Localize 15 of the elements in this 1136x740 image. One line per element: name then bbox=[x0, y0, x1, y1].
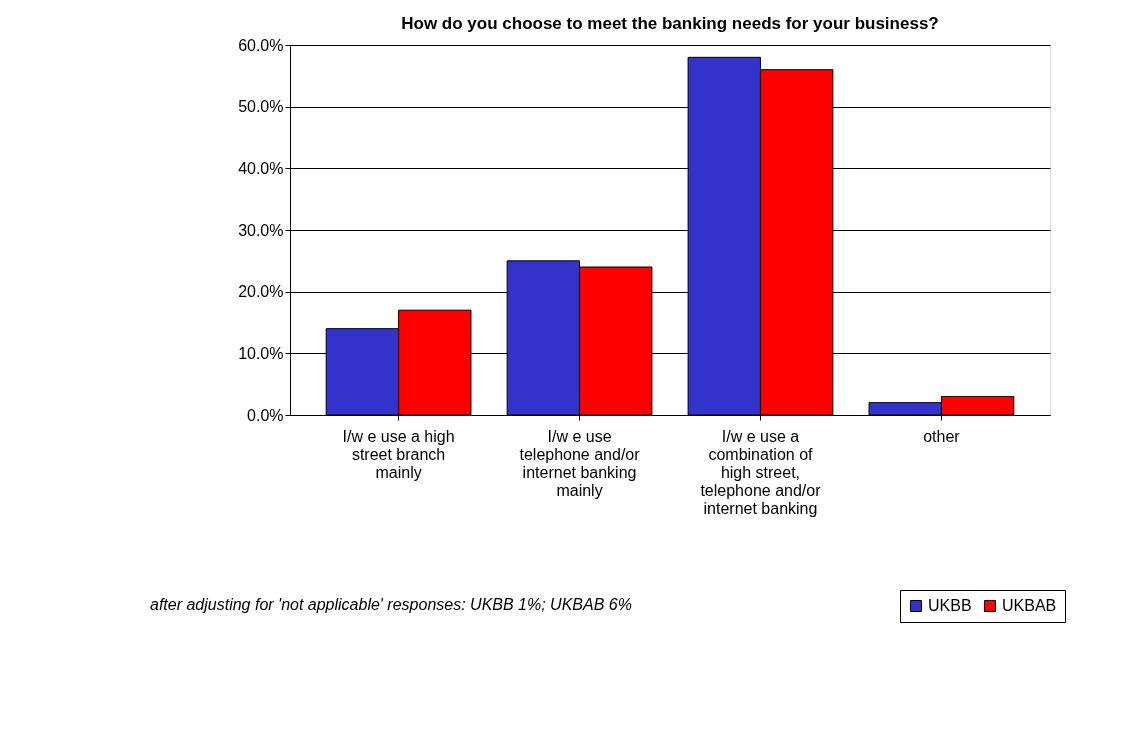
y-tick-label: 10.0% bbox=[238, 344, 284, 362]
text: after adjusting for 'not applicable' responses: UKBB 1%; UKBAB 6% bbox=[150, 596, 632, 613]
x-tick-label: other bbox=[923, 427, 961, 445]
y-tick-label: 40.0% bbox=[238, 159, 284, 177]
chart-title: How do you choose to meet the banking needs for your business? bbox=[401, 14, 939, 33]
legend-label: UKBAB bbox=[1002, 597, 1057, 614]
x-tick-label: I/w e use telephone and/or internet banking mainly bbox=[519, 427, 641, 499]
x-tick-label: I/w e use a combination of high street, telephone and/or internet banking bbox=[700, 427, 822, 517]
y-tick-label: 0.0% bbox=[247, 406, 284, 424]
y-tick-label: 60.0% bbox=[238, 36, 284, 54]
y-tick-label: 20.0% bbox=[238, 283, 284, 301]
y-tick-label: 50.0% bbox=[238, 98, 284, 116]
y-tick-label: 30.0% bbox=[238, 221, 284, 239]
legend-label: UKBB bbox=[928, 597, 972, 614]
x-tick-label: I/w e use a high street branch mainly bbox=[342, 427, 455, 481]
